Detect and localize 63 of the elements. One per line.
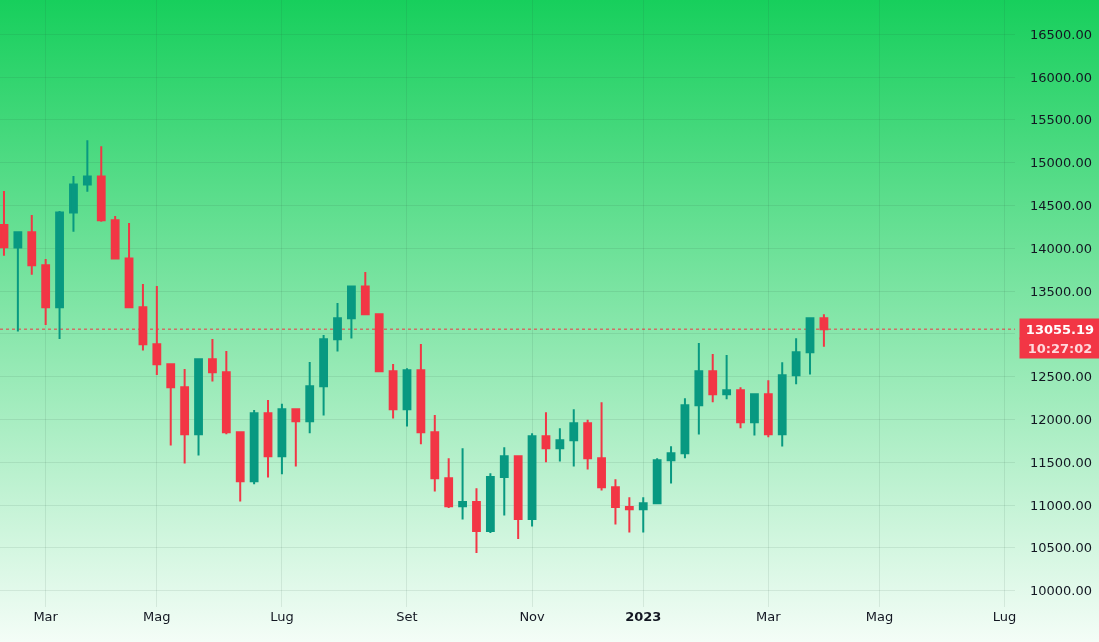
candlestick — [388, 362, 398, 420]
candlestick — [472, 487, 481, 555]
candlestick — [583, 418, 593, 471]
y-tick-label: 16000.00 — [1030, 69, 1093, 85]
candlestick — [736, 386, 745, 430]
candlestick — [41, 258, 51, 326]
x-tick-label: Set — [396, 609, 418, 624]
y-tick-label: 11000.00 — [1030, 497, 1093, 513]
candlestick — [805, 316, 815, 376]
candlestick — [541, 411, 551, 464]
candlestick — [110, 215, 120, 260]
y-tick-label: 14000.00 — [1030, 240, 1093, 256]
y-tick-label: 10000.00 — [1030, 583, 1093, 599]
candlestick — [430, 413, 440, 493]
text: 10:27:02 — [1027, 340, 1093, 356]
candlestick — [402, 367, 412, 428]
candlestick — [763, 379, 773, 439]
candlestick — [416, 342, 426, 446]
y-tick-label: 12000.00 — [1030, 412, 1093, 428]
candlestick — [235, 431, 245, 503]
candlestick — [624, 496, 634, 534]
candlestick — [597, 401, 606, 492]
y-tick-label: 15000.00 — [1030, 155, 1093, 171]
candlestick — [13, 231, 23, 333]
candlestick — [513, 455, 523, 541]
x-tick-label: Mar — [756, 609, 782, 624]
candlestick — [652, 457, 662, 505]
x-tick-label: Mag — [865, 609, 894, 624]
candlestick — [485, 472, 495, 535]
candlestick — [611, 478, 620, 526]
candlestick — [208, 337, 217, 383]
candlestick — [527, 432, 537, 528]
candlestick — [96, 145, 106, 223]
candlestick — [360, 270, 370, 317]
candlestick — [0, 189, 9, 257]
x-tick-label: Nov — [519, 609, 546, 624]
x-tick-label: Lug — [270, 609, 294, 624]
candlestick — [166, 363, 176, 447]
y-tick-label: 12500.00 — [1030, 369, 1093, 385]
candlestick — [708, 352, 718, 404]
x-tick-label: Mar — [33, 609, 59, 624]
candlestick — [291, 408, 301, 468]
candlestick — [249, 408, 259, 486]
candlestick — [194, 357, 203, 457]
x-tick-label: Lug — [992, 609, 1017, 624]
candlestick — [347, 285, 356, 340]
x-tick-label: Mag — [143, 609, 171, 624]
candlestick — [55, 210, 64, 340]
candlestick — [263, 398, 273, 479]
y-tick-label: 11500.00 — [1030, 454, 1093, 470]
candlestick — [27, 214, 37, 276]
ref-line-label: 13055.19 — [1025, 321, 1095, 337]
candlestick — [180, 367, 190, 465]
y-tick-label: 14500.00 — [1030, 198, 1093, 214]
candlestick — [444, 457, 454, 510]
candlestick — [750, 393, 759, 437]
candlestick — [124, 222, 134, 309]
y-tick-label: 15500.00 — [1030, 112, 1093, 128]
y-tick-label: 10500.00 — [1030, 540, 1093, 556]
candlestick — [221, 349, 231, 436]
y-tick-label: 16500.00 — [1030, 26, 1093, 42]
y-tick-label: 13500.00 — [1030, 283, 1093, 299]
x-tick-label: 2023 — [625, 609, 662, 624]
